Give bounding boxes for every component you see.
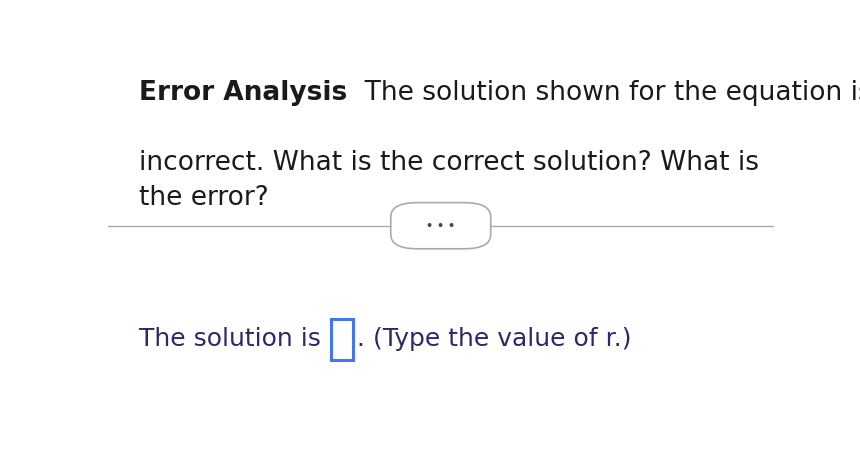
- FancyBboxPatch shape: [331, 319, 353, 360]
- FancyBboxPatch shape: [390, 203, 491, 249]
- Text: Error Analysis: Error Analysis: [139, 80, 347, 106]
- Text: • • •: • • •: [427, 221, 455, 230]
- Text: . (Type the value of r.): . (Type the value of r.): [357, 327, 631, 351]
- Text: incorrect. What is the correct solution? What is
the error?: incorrect. What is the correct solution?…: [139, 80, 759, 211]
- Text: The solution is: The solution is: [139, 327, 329, 351]
- Text: The solution shown for the equation is: The solution shown for the equation is: [347, 80, 860, 106]
